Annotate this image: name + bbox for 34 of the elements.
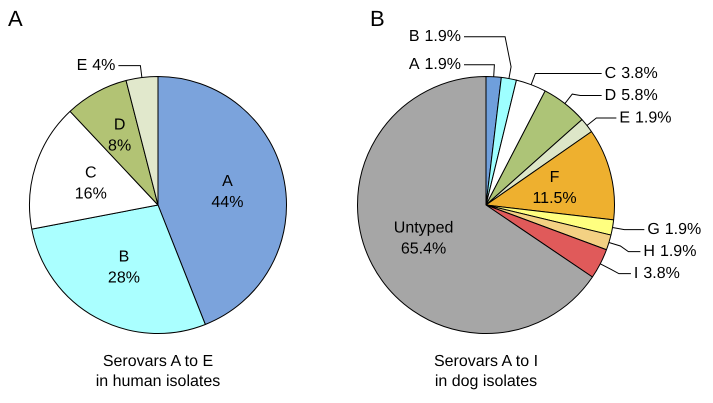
data-label: 3.8% (643, 265, 680, 282)
data-label: 5.8% (621, 86, 658, 104)
data-label: 4% (92, 57, 116, 74)
text: Serovars A to E in human isolates (94, 352, 222, 392)
slice-label: Untyped (394, 220, 454, 237)
data-label: 1.9% (424, 56, 461, 74)
data-label: 8% (108, 138, 132, 155)
data-label: 1.9% (660, 243, 696, 260)
slice-label: I (634, 265, 638, 282)
data-label: 44% (211, 194, 244, 212)
data-label: 1.9% (635, 109, 672, 126)
data-label: 11.5% (532, 190, 577, 208)
slice-label: G (647, 221, 660, 238)
slice-label: E (619, 109, 630, 126)
data-label: 65.4% (400, 240, 446, 258)
slice-label: D (604, 86, 616, 104)
slice-label: E (76, 57, 88, 74)
data-label: 16% (74, 186, 107, 203)
data-label: 1.9% (664, 221, 702, 238)
slice-label: B (118, 248, 130, 266)
slice-label: H (643, 243, 655, 260)
slice-label: A (222, 173, 234, 190)
chart-title: B (370, 6, 385, 32)
data-label: 28% (108, 269, 140, 286)
data-label: 3.8% (621, 64, 658, 82)
slice-label: C (604, 64, 616, 82)
text: Serovars A to I in dog isolates (432, 352, 540, 392)
data-label: 1.9% (424, 28, 461, 46)
slice-label: A (408, 56, 420, 74)
slice-label: B (408, 28, 420, 46)
slice-label: C (85, 164, 97, 182)
chart-title: A (8, 6, 23, 32)
slice-label: F (550, 169, 560, 186)
slice-label: D (114, 116, 126, 134)
